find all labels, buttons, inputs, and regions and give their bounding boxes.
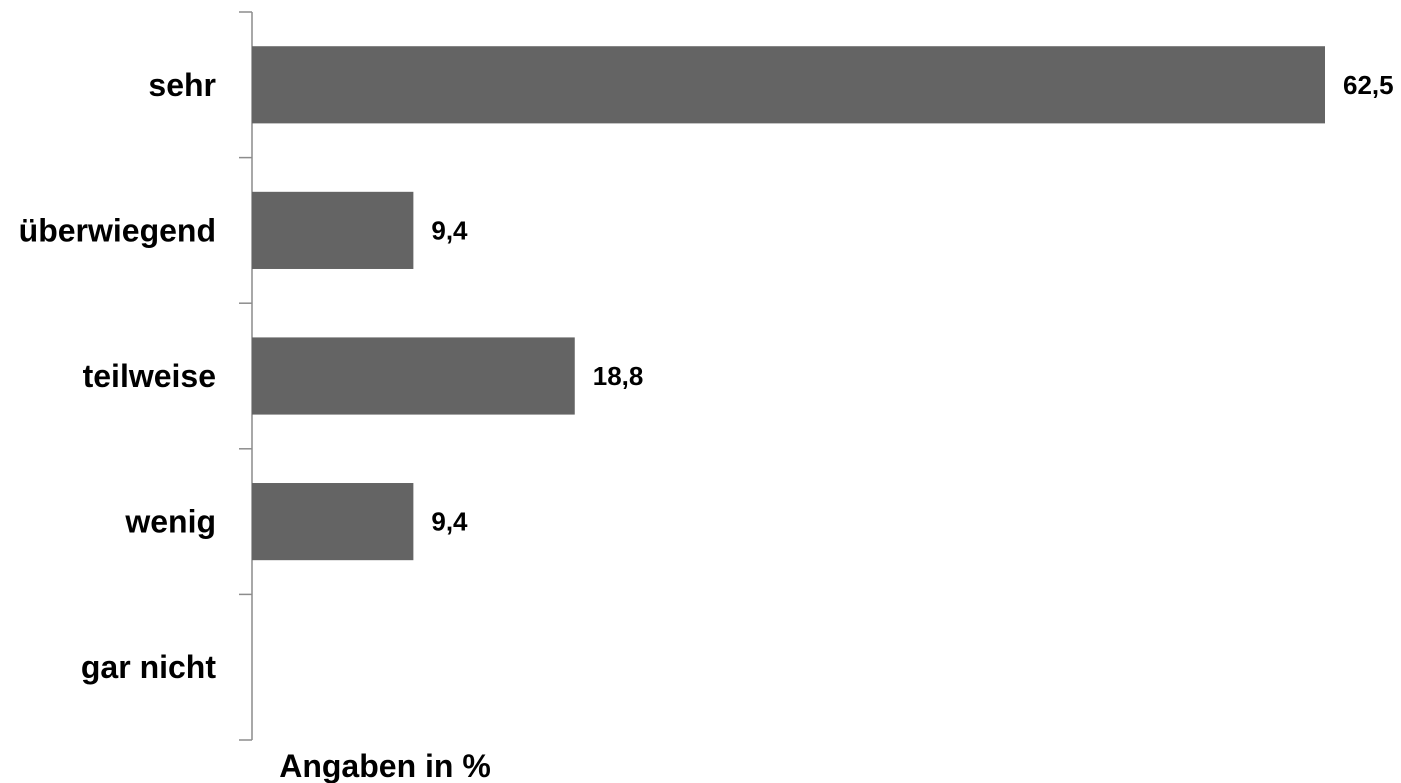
category-label: überwiegend (19, 212, 216, 248)
bar (252, 337, 575, 415)
bars-layer (252, 46, 1325, 561)
bar (252, 191, 414, 269)
category-label: wenig (124, 504, 216, 540)
bar (252, 46, 1325, 124)
category-label: gar nicht (81, 649, 216, 685)
x-axis-title: Angaben in % (279, 748, 491, 783)
data-label: 62,5 (1343, 70, 1394, 100)
axis-layer (239, 11, 253, 741)
category-label: teilweise (83, 358, 216, 394)
bar (252, 483, 414, 561)
category-label: sehr (148, 67, 216, 103)
data-label: 9,4 (431, 215, 468, 245)
labels-layer: sehr 62,5 überwiegend 9,4 teilweise 18,8 wenig… (19, 67, 1394, 685)
data-label: 9,4 (431, 507, 468, 537)
data-label: 18,8 (593, 361, 644, 391)
